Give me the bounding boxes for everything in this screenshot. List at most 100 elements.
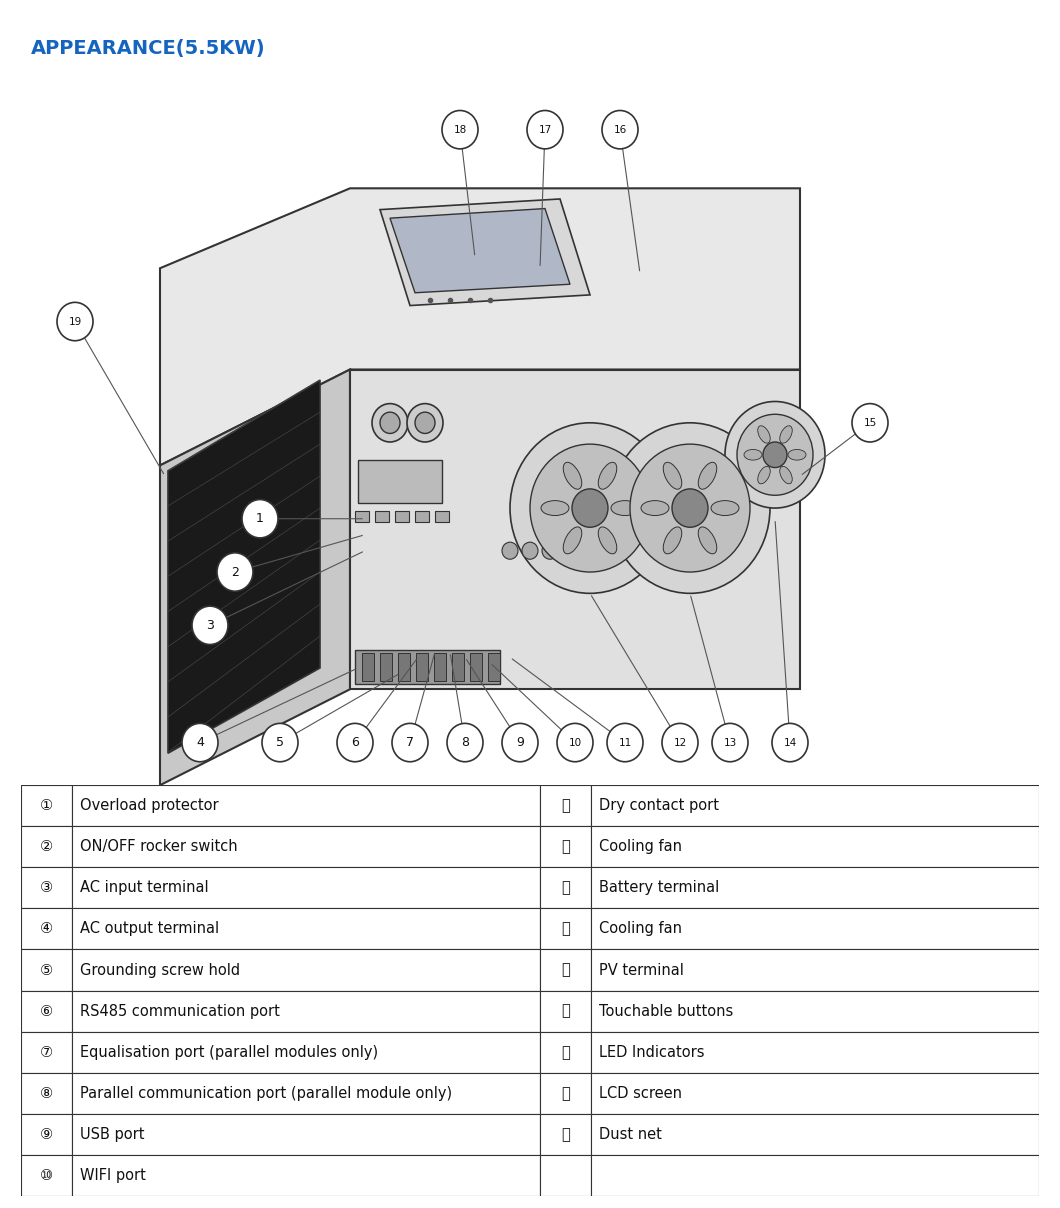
Bar	[72, 1155, 541, 1196]
Bar	[541, 908, 591, 949]
Circle shape	[182, 724, 218, 762]
Text: 7: 7	[406, 736, 414, 749]
Ellipse shape	[788, 449, 806, 460]
Ellipse shape	[699, 527, 717, 553]
Bar	[434, 654, 446, 681]
Circle shape	[602, 110, 638, 149]
Circle shape	[502, 542, 518, 559]
Bar	[541, 1155, 591, 1196]
Bar	[21, 908, 72, 949]
Bar	[435, 511, 449, 522]
Text: Grounding screw hold: Grounding screw hold	[81, 963, 241, 977]
Circle shape	[530, 445, 650, 573]
Ellipse shape	[611, 500, 639, 516]
Text: 1: 1	[257, 512, 264, 525]
Text: ⑭: ⑭	[561, 922, 570, 936]
Text: ①: ①	[40, 798, 53, 813]
Text: Cooling fan: Cooling fan	[599, 840, 683, 854]
Text: Dust net: Dust net	[599, 1127, 662, 1142]
Bar	[591, 867, 1039, 908]
Text: ⑤: ⑤	[40, 963, 53, 977]
Circle shape	[542, 542, 558, 559]
Bar	[21, 1032, 72, 1073]
Text: 6: 6	[351, 736, 359, 749]
Ellipse shape	[780, 466, 792, 484]
Text: USB port: USB port	[81, 1127, 145, 1142]
Text: LCD screen: LCD screen	[599, 1086, 683, 1100]
Text: 2: 2	[231, 565, 239, 579]
Circle shape	[607, 724, 643, 762]
Ellipse shape	[563, 463, 582, 489]
Text: ⑪: ⑪	[561, 798, 570, 813]
Bar	[363, 654, 374, 681]
Circle shape	[630, 445, 750, 573]
Text: ④: ④	[40, 922, 53, 936]
Text: Parallel communication port (parallel module only): Parallel communication port (parallel mo…	[81, 1086, 453, 1100]
Polygon shape	[167, 381, 320, 754]
Text: AC output terminal: AC output terminal	[81, 922, 219, 936]
Polygon shape	[355, 650, 500, 684]
Text: ON/OFF rocker switch: ON/OFF rocker switch	[81, 840, 237, 854]
Polygon shape	[160, 370, 350, 785]
Bar	[21, 1073, 72, 1114]
Text: 13: 13	[723, 738, 737, 748]
Circle shape	[763, 442, 787, 467]
Circle shape	[392, 724, 428, 762]
Bar	[541, 991, 591, 1032]
Ellipse shape	[711, 500, 739, 516]
Bar	[72, 1073, 541, 1114]
Text: ⒲: ⒲	[561, 1127, 570, 1142]
Bar	[452, 654, 464, 681]
Circle shape	[556, 724, 593, 762]
Text: ⑦: ⑦	[40, 1045, 53, 1059]
Text: ⑯: ⑯	[561, 1004, 570, 1018]
Bar	[541, 1032, 591, 1073]
Ellipse shape	[780, 425, 792, 443]
Text: 19: 19	[69, 316, 82, 326]
Circle shape	[772, 724, 808, 762]
Text: Battery terminal: Battery terminal	[599, 881, 720, 895]
Ellipse shape	[641, 500, 669, 516]
Polygon shape	[350, 370, 800, 690]
Bar	[21, 1155, 72, 1196]
Bar	[541, 785, 591, 826]
Bar	[355, 511, 369, 522]
Text: 5: 5	[276, 736, 284, 749]
Circle shape	[242, 500, 278, 538]
Circle shape	[737, 414, 813, 495]
Circle shape	[502, 724, 538, 762]
Text: ⑮: ⑮	[561, 963, 570, 977]
Circle shape	[337, 724, 373, 762]
Circle shape	[442, 110, 478, 149]
Text: Equalisation port (parallel modules only): Equalisation port (parallel modules only…	[81, 1045, 378, 1059]
Bar	[591, 826, 1039, 867]
Bar	[591, 1155, 1039, 1196]
Bar	[21, 949, 72, 991]
Text: APPEARANCE(5.5KW): APPEARANCE(5.5KW)	[32, 39, 266, 58]
Text: ⑫: ⑫	[561, 840, 570, 854]
Text: ⑩: ⑩	[40, 1168, 53, 1183]
Bar	[541, 949, 591, 991]
Circle shape	[407, 403, 443, 442]
Circle shape	[192, 606, 228, 645]
Circle shape	[447, 724, 483, 762]
Text: ⒱: ⒱	[561, 1086, 570, 1100]
Circle shape	[852, 403, 888, 442]
Bar	[398, 654, 410, 681]
Circle shape	[416, 412, 435, 434]
Text: 15: 15	[864, 418, 877, 428]
Bar	[72, 991, 541, 1032]
Bar	[375, 511, 389, 522]
Text: ②: ②	[40, 840, 53, 854]
Ellipse shape	[598, 527, 617, 553]
Bar	[470, 654, 482, 681]
Circle shape	[57, 302, 93, 341]
Text: Overload protector: Overload protector	[81, 798, 218, 813]
Bar	[72, 908, 541, 949]
Bar	[416, 654, 428, 681]
Bar	[72, 1114, 541, 1155]
Polygon shape	[160, 188, 800, 465]
Bar	[379, 654, 392, 681]
Bar	[541, 1114, 591, 1155]
Bar	[72, 1032, 541, 1073]
